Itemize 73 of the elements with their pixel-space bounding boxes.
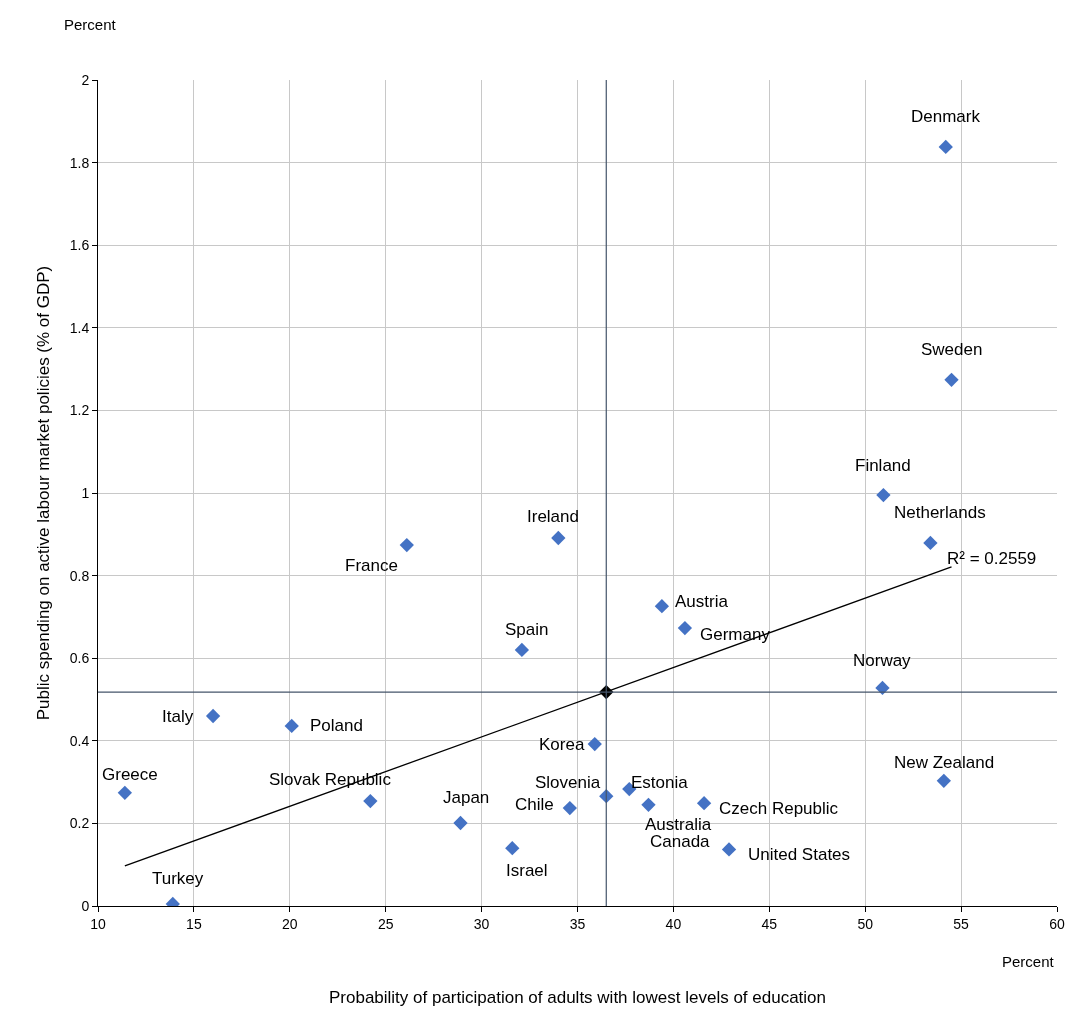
- point: [923, 535, 938, 551]
- y-tick-label: 2: [81, 71, 90, 88]
- point: [944, 372, 959, 387]
- x-tick-label: 50: [857, 915, 874, 932]
- annotation: Sweden: [921, 340, 983, 359]
- annotation: Poland: [310, 716, 363, 735]
- annotation: New Zealand: [894, 753, 995, 772]
- annotation: Germany: [700, 625, 771, 644]
- point: [551, 530, 566, 546]
- x-tick-label: 10: [90, 915, 106, 932]
- y-tick-label: 1: [81, 484, 90, 501]
- annotation: R² = 0.2559: [947, 549, 1037, 568]
- y-tick-label: 0.6: [69, 650, 90, 667]
- y-tick-label: 1.2: [69, 402, 90, 419]
- point: [562, 800, 577, 816]
- annotation: Norway: [853, 651, 912, 670]
- annotation: Turkey: [152, 869, 204, 888]
- point: [938, 139, 953, 155]
- y-tick-label: 1.6: [69, 237, 90, 254]
- point: [641, 797, 656, 812]
- point: [514, 642, 530, 658]
- text: Percent: [1002, 953, 1055, 970]
- y-axis-title: Public spending on active labour market policies (% of GDP): [34, 265, 54, 721]
- x-tick-label: 60: [1049, 915, 1065, 932]
- x-tick-label: 55: [953, 915, 970, 932]
- point: [205, 708, 221, 724]
- annotation: Greece: [102, 765, 158, 784]
- annotation: Finland: [855, 456, 911, 475]
- annotation: France: [345, 556, 398, 575]
- annotation: Chile: [515, 795, 554, 814]
- point: [677, 620, 693, 636]
- annotation: Spain: [505, 620, 549, 639]
- point: [117, 785, 132, 800]
- annotation: Estonia: [631, 773, 689, 792]
- point: [453, 815, 468, 831]
- annotation: Czech Republic: [719, 799, 839, 818]
- point: [399, 537, 414, 553]
- x-axis-title: Probability of participation of adults with lowest levels of education: [328, 988, 827, 1008]
- annotation: Slovenia: [535, 773, 601, 792]
- point: [284, 718, 299, 734]
- annotation: Australia: [645, 815, 712, 834]
- x-tick-label: 30: [473, 915, 490, 932]
- point: [587, 736, 602, 752]
- y-tick-label: 0: [81, 897, 90, 914]
- annotation: Canada: [650, 832, 711, 851]
- x-tick-label: 25: [377, 915, 394, 932]
- annotation: Denmark: [911, 107, 981, 126]
- point: [876, 487, 891, 503]
- x-tick-label: 40: [665, 915, 682, 932]
- text: Percent: [64, 16, 117, 33]
- x-tick-label: 20: [282, 915, 298, 932]
- annotation: Netherlands: [894, 503, 986, 522]
- annotation: Israel: [506, 861, 548, 880]
- annotation: Ireland: [527, 507, 579, 526]
- annotation: Austria: [675, 592, 729, 611]
- point: [721, 842, 737, 857]
- y-tick-label: 1.4: [69, 319, 90, 336]
- point: [363, 793, 378, 809]
- annotation: Italy: [162, 707, 194, 726]
- point: [696, 796, 712, 811]
- x-tick-label: 15: [186, 915, 202, 932]
- point: [654, 599, 670, 614]
- annotation: Korea: [539, 735, 585, 754]
- annotation: United States: [748, 845, 851, 864]
- y-tick-label: 0.2: [69, 815, 90, 832]
- x-tick-label: 35: [569, 915, 586, 932]
- y-tick-label: 0.4: [69, 732, 90, 749]
- point: [505, 841, 520, 856]
- annotation: Japan: [443, 788, 490, 807]
- y-tick-label: 0.8: [69, 567, 90, 584]
- y-tick-label: 1.8: [69, 154, 90, 171]
- point: [936, 773, 951, 789]
- x-tick-label: 45: [761, 915, 778, 932]
